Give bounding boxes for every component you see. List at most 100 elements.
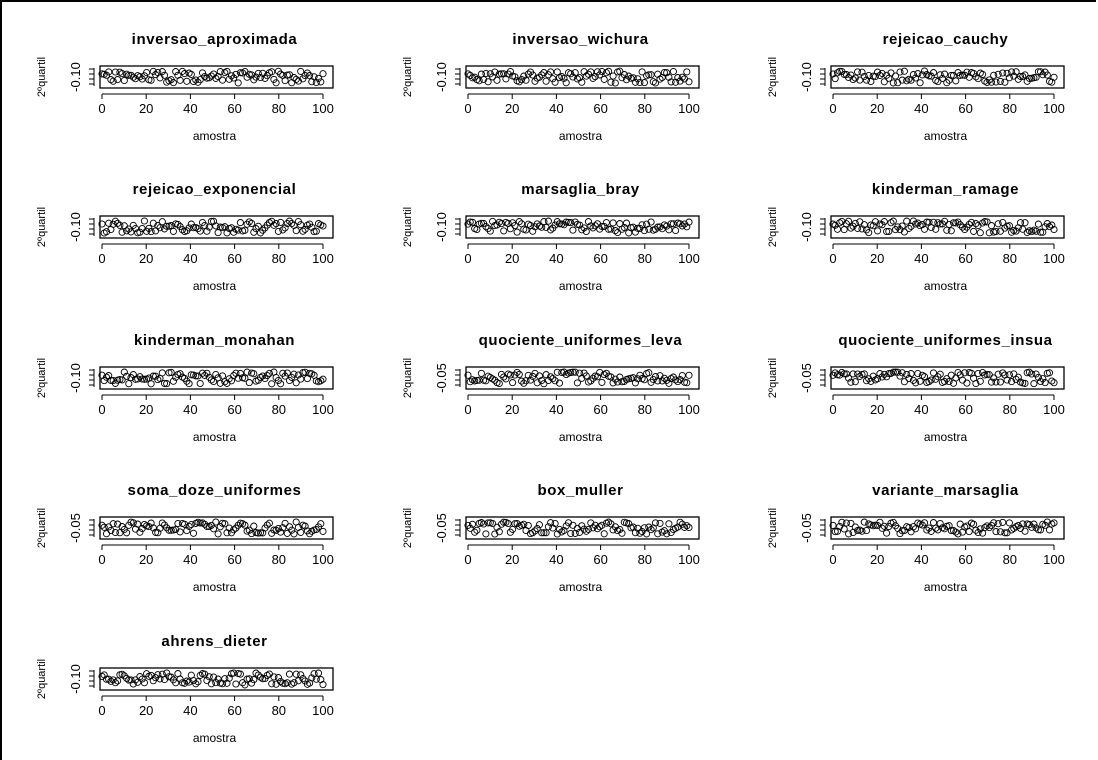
data-point bbox=[223, 67, 231, 75]
data-point bbox=[580, 525, 588, 533]
data-point bbox=[918, 71, 926, 79]
data-point bbox=[898, 369, 906, 377]
data-point bbox=[862, 526, 871, 535]
data-point bbox=[290, 74, 298, 82]
data-point bbox=[281, 224, 289, 232]
data-point bbox=[317, 377, 325, 385]
data-point bbox=[582, 372, 590, 380]
data-point bbox=[169, 79, 177, 87]
data-point bbox=[569, 368, 577, 376]
data-point bbox=[160, 71, 169, 79]
data-point bbox=[252, 73, 260, 81]
data-point bbox=[279, 524, 287, 532]
data-point bbox=[672, 78, 680, 86]
data-point bbox=[234, 374, 242, 382]
data-point bbox=[147, 76, 155, 84]
x-axis-label: amostra bbox=[924, 430, 968, 444]
data-point bbox=[860, 370, 868, 378]
data-point bbox=[943, 79, 951, 87]
data-point bbox=[889, 217, 897, 225]
data-point bbox=[900, 67, 908, 75]
data-point bbox=[983, 218, 991, 226]
data-point bbox=[131, 224, 140, 233]
data-point bbox=[241, 374, 249, 382]
data-point bbox=[136, 528, 144, 536]
panel-title: ahrens_dieter bbox=[161, 633, 267, 650]
data-point bbox=[319, 527, 327, 535]
x-tick-label: 100 bbox=[678, 402, 700, 417]
data-point bbox=[869, 222, 877, 230]
data-point bbox=[172, 68, 180, 76]
data-point bbox=[248, 530, 256, 538]
data-point bbox=[600, 530, 608, 538]
data-point bbox=[571, 69, 579, 77]
x-tick-label: 100 bbox=[312, 402, 334, 417]
data-point bbox=[567, 529, 575, 538]
data-point bbox=[929, 69, 938, 77]
data-point bbox=[232, 70, 240, 78]
y-tick-label: -0.10 bbox=[68, 62, 83, 92]
x-tick-label: 40 bbox=[914, 251, 928, 266]
data-point bbox=[547, 373, 555, 381]
data-point bbox=[500, 227, 508, 235]
data-point bbox=[905, 374, 913, 382]
data-point bbox=[252, 225, 260, 233]
data-point bbox=[847, 519, 855, 527]
y-axis-label: 2ºquartil bbox=[402, 57, 414, 97]
data-point bbox=[125, 380, 133, 388]
data-point bbox=[482, 530, 490, 538]
data-point bbox=[945, 220, 953, 228]
data-point bbox=[1021, 527, 1029, 535]
data-point bbox=[845, 217, 853, 225]
data-point bbox=[127, 228, 135, 236]
data-point bbox=[256, 73, 265, 82]
panel-title: marsaglia_bray bbox=[521, 181, 640, 198]
data-point bbox=[920, 373, 929, 381]
data-point bbox=[535, 521, 543, 529]
data-point bbox=[860, 518, 868, 526]
data-point bbox=[880, 522, 888, 530]
data-point bbox=[243, 220, 251, 228]
panel-title: soma_doze_uniformes bbox=[128, 482, 302, 499]
data-point bbox=[147, 228, 155, 236]
data-point bbox=[109, 520, 117, 528]
data-point bbox=[618, 378, 626, 386]
data-point bbox=[589, 524, 597, 532]
data-point bbox=[223, 529, 231, 537]
data-point bbox=[1034, 373, 1042, 381]
y-tick-label: -0.10 bbox=[434, 212, 449, 242]
data-point bbox=[212, 518, 220, 526]
data-point bbox=[582, 72, 590, 80]
x-axis-label: amostra bbox=[559, 430, 603, 444]
data-point bbox=[976, 229, 984, 237]
x-tick-label: 0 bbox=[464, 552, 471, 567]
data-point bbox=[987, 78, 996, 86]
data-point bbox=[660, 68, 668, 77]
data-point bbox=[1037, 228, 1045, 236]
data-point bbox=[497, 520, 506, 528]
data-point bbox=[299, 227, 307, 235]
data-point bbox=[854, 224, 862, 232]
data-point bbox=[979, 219, 987, 227]
data-point bbox=[974, 369, 982, 378]
data-point bbox=[840, 226, 848, 234]
data-point bbox=[136, 228, 144, 236]
data-point bbox=[640, 376, 648, 384]
data-point bbox=[990, 519, 998, 527]
x-axis-label: amostra bbox=[924, 279, 968, 293]
x-tick-label: 60 bbox=[227, 251, 241, 266]
data-point bbox=[567, 368, 575, 377]
data-point bbox=[136, 673, 144, 681]
data-point bbox=[990, 374, 998, 382]
data-point bbox=[667, 220, 675, 228]
data-point bbox=[562, 79, 570, 87]
data-point bbox=[263, 521, 271, 529]
panel-quociente_uniformes_leva: quociente_uniformes_leva 0 20 40 60 80 100 amos… bbox=[402, 332, 700, 444]
data-point bbox=[192, 680, 200, 688]
data-point bbox=[553, 368, 561, 376]
data-point bbox=[181, 70, 189, 78]
data-point bbox=[665, 73, 673, 81]
data-point bbox=[854, 370, 862, 378]
data-point bbox=[829, 371, 837, 379]
data-point bbox=[947, 371, 955, 379]
